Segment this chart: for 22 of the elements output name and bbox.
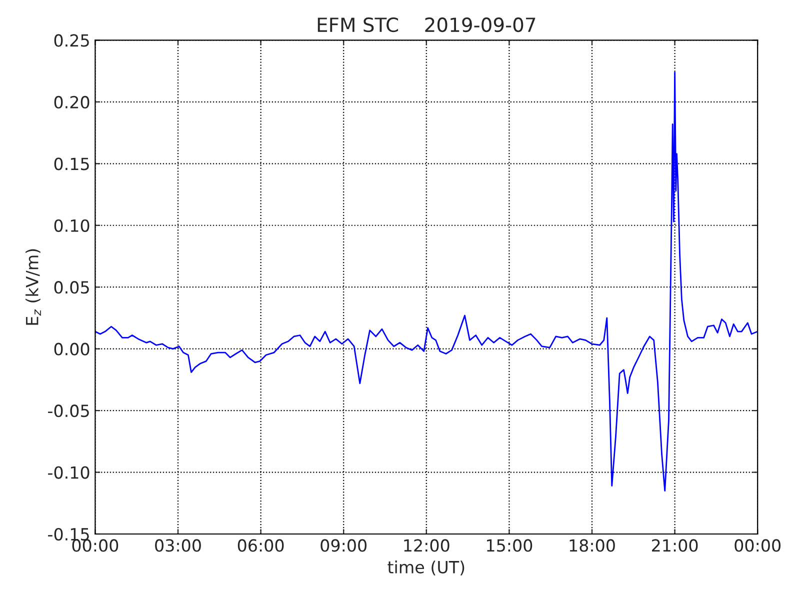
x-tick-label: 18:00 bbox=[570, 539, 615, 552]
y-tick-label: -0.15 bbox=[48, 528, 89, 541]
y-tick-label: -0.05 bbox=[48, 404, 89, 418]
chart-title: EFM STC 2019-09-07 bbox=[318, 17, 536, 32]
x-tick-label: 06:00 bbox=[238, 539, 284, 552]
x-tick-label: 00:00 bbox=[734, 539, 781, 552]
y-tick-label: -0.10 bbox=[48, 466, 90, 479]
x-tick-label: 00:00 bbox=[72, 539, 118, 552]
line-series bbox=[95, 72, 758, 492]
x-tick-label: 09:00 bbox=[320, 539, 367, 552]
y-tick-label: 0.05 bbox=[54, 281, 89, 294]
y-tick-label: 0.10 bbox=[54, 219, 90, 232]
y-tick-label: 0.15 bbox=[54, 158, 89, 170]
y-axis-title: E$_{z}$ (kV/m) bbox=[26, 249, 41, 325]
x-tick-label: 03:00 bbox=[155, 539, 201, 552]
y-tick-label: 0.25 bbox=[54, 34, 89, 47]
x-axis-title: time (UT) bbox=[388, 560, 464, 576]
x-tick-label: 15:00 bbox=[487, 539, 532, 552]
x-tick-label: 12:00 bbox=[404, 539, 450, 552]
x-tick-label: 21:00 bbox=[652, 539, 698, 552]
y-tick-label: 0.20 bbox=[54, 96, 90, 108]
y-tick-label: 0.00 bbox=[54, 342, 90, 356]
